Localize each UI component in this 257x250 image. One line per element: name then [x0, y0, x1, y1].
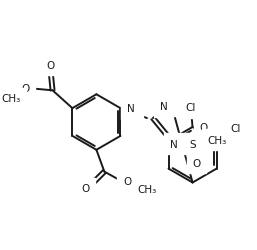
Text: CH₃: CH₃	[137, 185, 157, 195]
Text: CH₃: CH₃	[208, 135, 227, 145]
Text: S: S	[189, 139, 196, 149]
Text: O: O	[123, 177, 131, 187]
Text: H: H	[164, 102, 171, 111]
Text: O: O	[199, 122, 208, 132]
Text: N: N	[127, 104, 135, 114]
Text: N: N	[160, 102, 168, 112]
Text: Cl: Cl	[185, 103, 196, 113]
Text: Cl: Cl	[230, 124, 241, 134]
Text: O: O	[81, 184, 90, 194]
Text: O: O	[22, 84, 30, 94]
Text: CH₃: CH₃	[1, 94, 21, 104]
Text: O: O	[192, 158, 201, 168]
Text: H: H	[130, 104, 137, 113]
Text: N: N	[170, 139, 178, 149]
Text: O: O	[47, 60, 55, 70]
